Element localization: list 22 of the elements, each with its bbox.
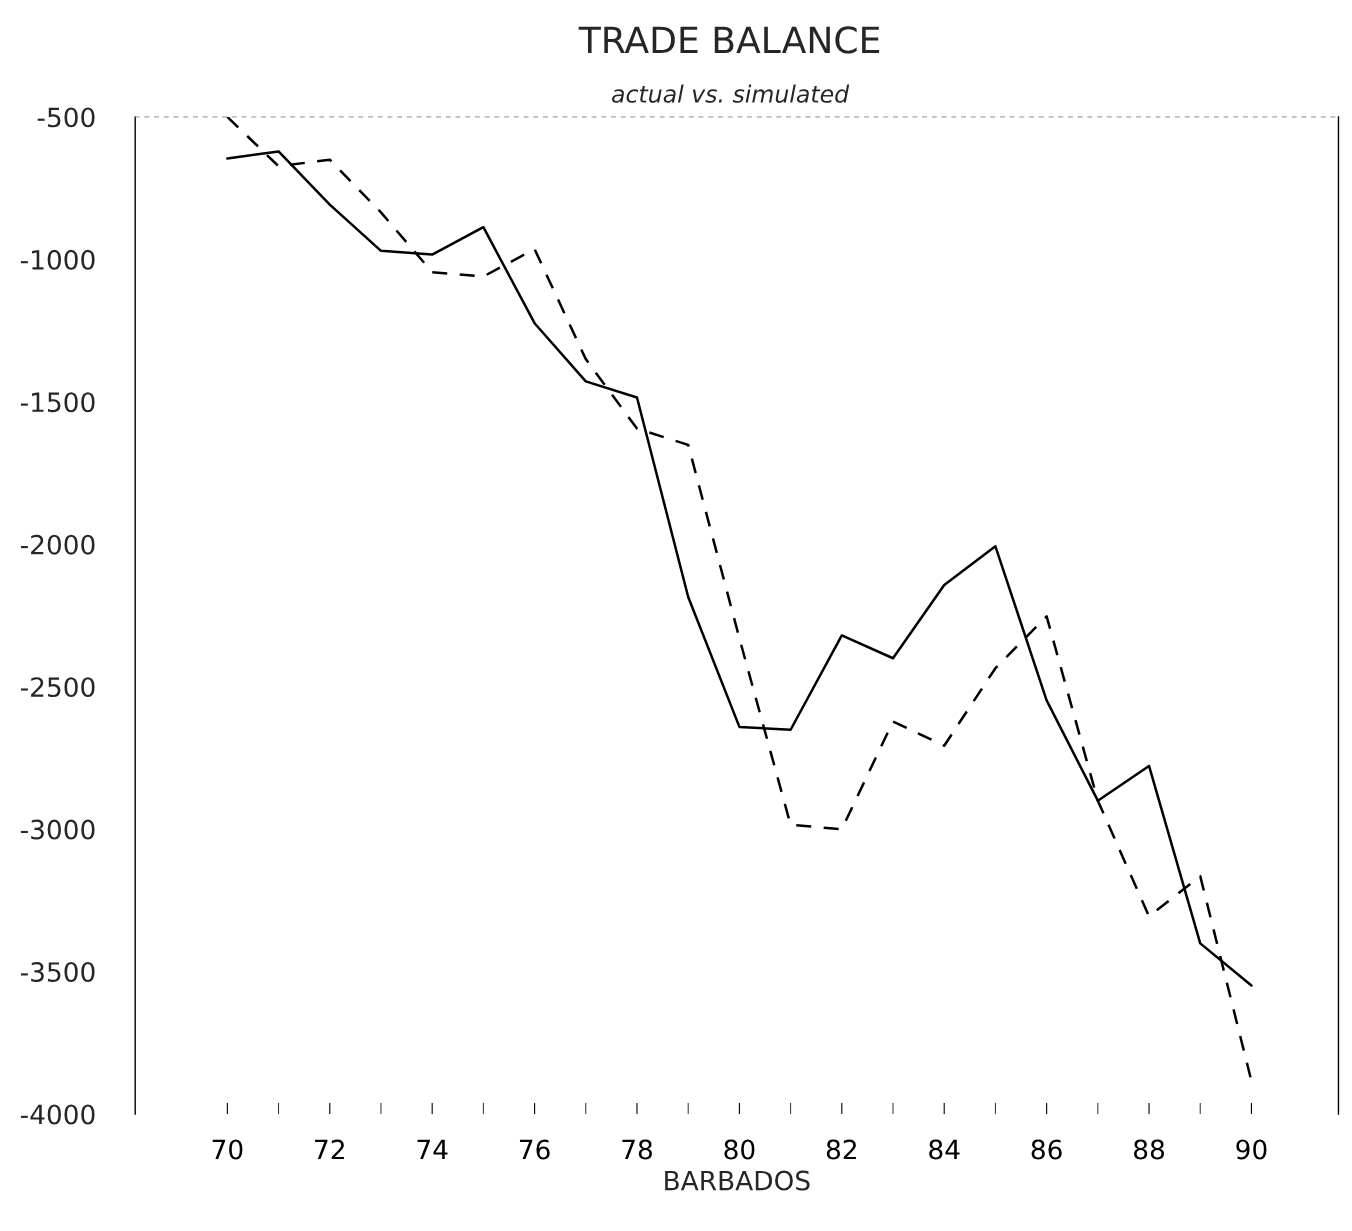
y-tick-label: -3000 bbox=[20, 819, 95, 840]
x-tick-label: 86 bbox=[1031, 1139, 1062, 1160]
x-tick-label: 72 bbox=[315, 1139, 344, 1160]
chart-title: TRADE BALANCE bbox=[578, 26, 880, 54]
chart-subtitle: actual vs. simulated bbox=[611, 84, 850, 103]
x-tick-label: 90 bbox=[1236, 1139, 1267, 1160]
x-tick-label: 70 bbox=[212, 1139, 243, 1160]
y-tick-label: -2000 bbox=[20, 534, 95, 555]
y-tick-label: -2500 bbox=[20, 677, 95, 698]
x-tick-label: 82 bbox=[826, 1139, 856, 1160]
x-tick-label: 78 bbox=[622, 1139, 652, 1160]
x-tick-label: 74 bbox=[417, 1139, 448, 1160]
x-tick-label: 76 bbox=[519, 1139, 550, 1160]
y-tick-label: -4000 bbox=[20, 1104, 95, 1125]
x-tick-label: 84 bbox=[929, 1139, 960, 1160]
y-tick-label: -1000 bbox=[20, 249, 95, 270]
y-tick-label: -1500 bbox=[20, 392, 95, 413]
x-tick-label: 88 bbox=[1134, 1139, 1165, 1160]
y-tick-label: -500 bbox=[37, 107, 95, 128]
y-tick-label: -3500 bbox=[20, 962, 95, 983]
x-axis-title: BARBADOS bbox=[665, 1170, 810, 1191]
x-tick-label: 80 bbox=[724, 1139, 755, 1160]
